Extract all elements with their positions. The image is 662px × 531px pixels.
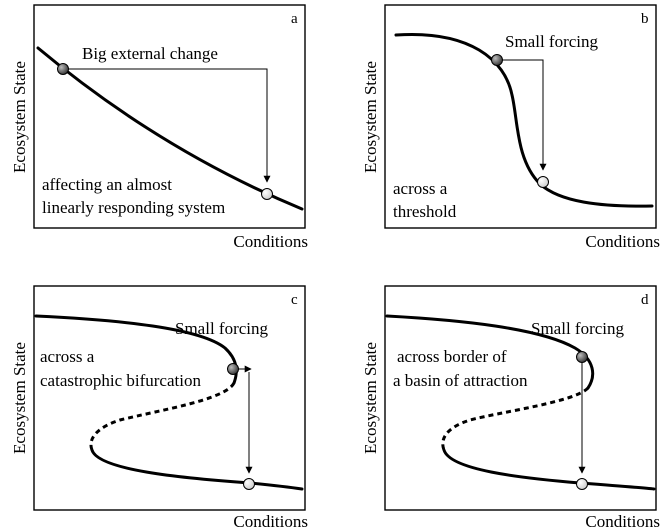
panel-a-letter: a bbox=[291, 11, 298, 27]
panel-b-caption-line1: across a bbox=[393, 179, 448, 198]
panel-c-annotation: Small forcing bbox=[175, 319, 269, 338]
panel-c: c Ecosystem State Conditions Small forci… bbox=[10, 285, 308, 531]
panel-c-caption-line1: across a bbox=[40, 347, 95, 366]
panel-d: d Ecosystem State Conditions Small forci… bbox=[361, 285, 660, 531]
panel-b-caption-line2: threshold bbox=[393, 202, 457, 221]
panel-d-lower-branch bbox=[442, 448, 656, 491]
panel-c-frame bbox=[33, 285, 306, 511]
panel-d-unstable-branch bbox=[441, 386, 590, 451]
panel-a-caption-line2: linearly responding system bbox=[42, 198, 225, 217]
panel-a-frame bbox=[33, 4, 306, 229]
panel-b-forcing-arrow bbox=[497, 59, 547, 171]
panel-c-end-state bbox=[243, 478, 255, 490]
panel-d-ylabel: Ecosystem State bbox=[361, 342, 380, 454]
panel-d-frame bbox=[384, 285, 657, 511]
panel-c-start-state bbox=[227, 363, 239, 375]
panel-a-ylabel: Ecosystem State bbox=[10, 61, 29, 173]
panel-b-frame bbox=[384, 4, 657, 229]
panel-d-start-state bbox=[576, 351, 588, 363]
panel-c-unstable-branch bbox=[89, 382, 236, 451]
panel-c-lower-branch bbox=[90, 448, 304, 491]
panel-c-caption-line2: catastrophic bifurcation bbox=[40, 371, 201, 390]
panel-c-ylabel: Ecosystem State bbox=[10, 342, 29, 454]
panel-a-xlabel: Conditions bbox=[233, 232, 308, 251]
panel-d-annotation: Small forcing bbox=[531, 319, 625, 338]
panel-b-letter: b bbox=[641, 11, 649, 27]
panel-b: b Ecosystem State Conditions Small forci… bbox=[361, 4, 660, 251]
panel-a-start-state bbox=[57, 63, 69, 75]
panel-c-xlabel: Conditions bbox=[233, 512, 308, 531]
panel-b-xlabel: Conditions bbox=[585, 232, 660, 251]
panel-a-end-state bbox=[261, 188, 273, 200]
panel-d-upper-branch bbox=[385, 314, 595, 390]
panel-b-response-curve bbox=[394, 32, 654, 208]
panel-d-end-state bbox=[576, 478, 588, 490]
panel-d-xlabel: Conditions bbox=[585, 512, 660, 531]
panel-b-annotation: Small forcing bbox=[505, 32, 599, 51]
panel-b-start-state bbox=[491, 54, 503, 66]
panel-d-caption-line2: a basin of attraction bbox=[393, 371, 528, 390]
panel-d-letter: d bbox=[641, 292, 649, 308]
panel-a-caption-line1: affecting an almost bbox=[42, 175, 172, 194]
panel-b-ylabel: Ecosystem State bbox=[361, 61, 380, 173]
panel-d-caption-line1: across border of bbox=[397, 347, 507, 366]
panel-b-end-state bbox=[537, 176, 549, 188]
panel-a-annotation: Big external change bbox=[82, 44, 218, 63]
panel-a-forcing-arrow bbox=[63, 68, 271, 183]
panel-c-letter: c bbox=[291, 292, 298, 308]
panel-a: a Ecosystem State Conditions Big externa… bbox=[10, 4, 308, 251]
